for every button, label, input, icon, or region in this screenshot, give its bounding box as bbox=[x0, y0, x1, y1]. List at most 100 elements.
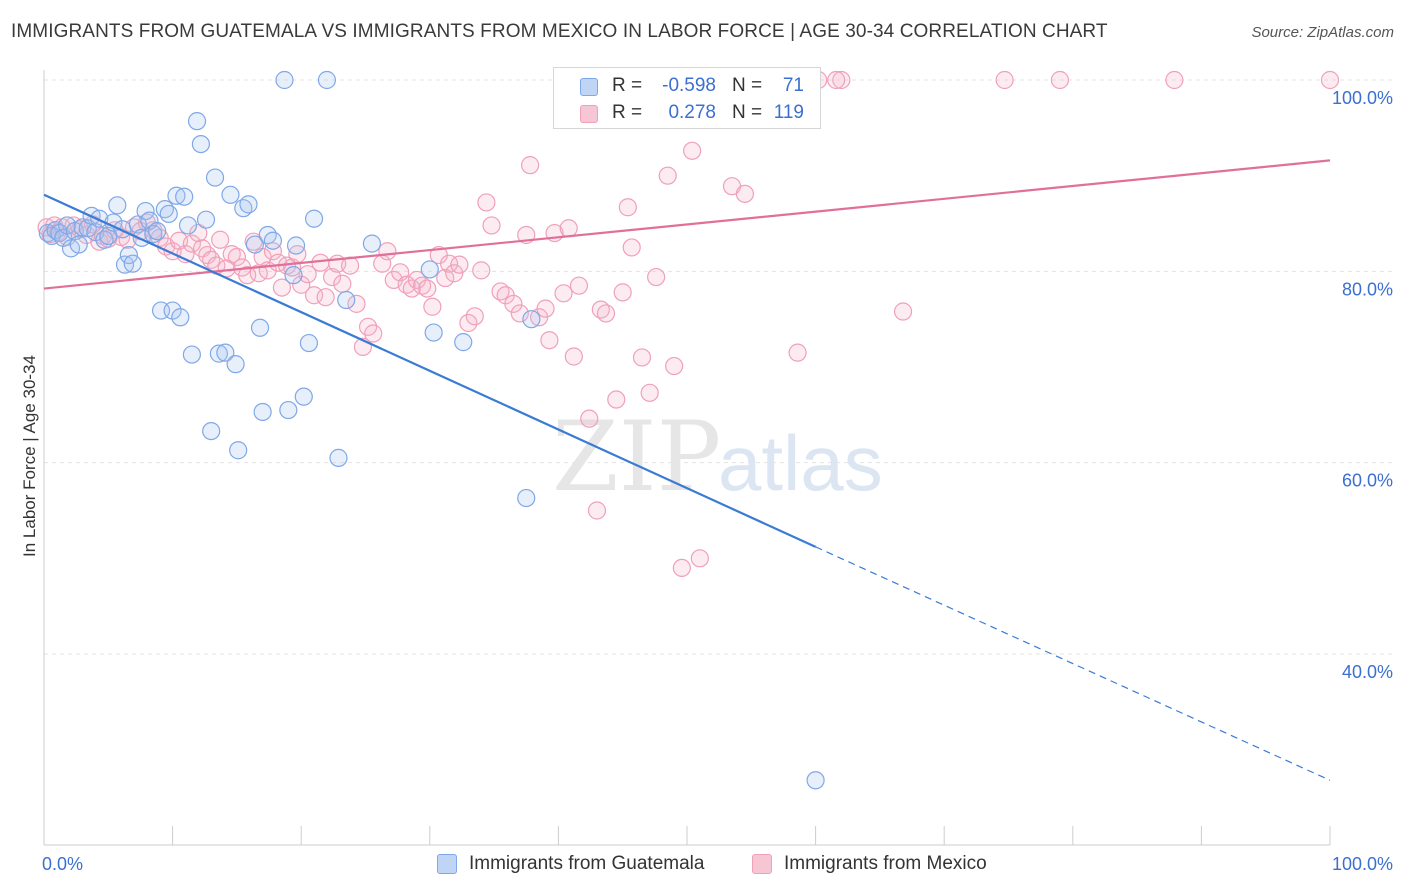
legend-label-mexico: Immigrants from Mexico bbox=[784, 853, 987, 874]
point-mexico bbox=[658, 166, 677, 185]
point-mexico bbox=[521, 156, 540, 175]
point-mexico bbox=[472, 261, 491, 280]
point-guatemala bbox=[329, 448, 348, 467]
stats-legend: R = -0.598 N = 71 R = 0.278 N = 119 bbox=[553, 67, 821, 129]
point-mexico bbox=[1050, 70, 1070, 90]
point-mexico bbox=[832, 70, 851, 90]
point-guatemala bbox=[226, 355, 245, 374]
point-guatemala bbox=[113, 220, 132, 239]
point-mexico bbox=[540, 331, 559, 350]
point-guatemala bbox=[229, 441, 248, 460]
point-mexico bbox=[189, 223, 208, 243]
point-mexico bbox=[613, 283, 632, 302]
point-guatemala bbox=[196, 210, 216, 229]
point-mexico bbox=[580, 409, 599, 428]
point-mexico bbox=[445, 264, 464, 283]
point-mexico bbox=[436, 268, 455, 288]
trend-line-guatemala-extension bbox=[815, 546, 1331, 781]
point-mexico bbox=[402, 279, 421, 298]
point-mexico bbox=[364, 324, 383, 343]
point-guatemala bbox=[221, 185, 240, 204]
watermark: ZIP atlas bbox=[552, 401, 883, 513]
point-guatemala bbox=[279, 400, 298, 420]
point-guatemala bbox=[239, 195, 258, 214]
trend-line-guatemala bbox=[43, 193, 817, 548]
legend-row-mexico: R = 0.278 N = 119 bbox=[554, 101, 820, 127]
legend-label-guatemala: Immigrants from Guatemala bbox=[469, 853, 705, 874]
point-mexico bbox=[465, 307, 484, 326]
point-guatemala bbox=[420, 260, 439, 279]
point-mexico bbox=[238, 266, 257, 285]
legend-row-guatemala: R = -0.598 N = 71 bbox=[554, 74, 820, 100]
x-tick-label: 100.0% bbox=[1332, 854, 1393, 874]
point-mexico bbox=[1320, 70, 1340, 90]
point-guatemala bbox=[284, 266, 303, 285]
point-guatemala bbox=[275, 70, 294, 90]
point-mexico bbox=[211, 230, 230, 249]
point-guatemala bbox=[216, 343, 235, 362]
point-mexico bbox=[665, 356, 684, 376]
point-mexico bbox=[607, 390, 626, 409]
point-mexico bbox=[1165, 70, 1184, 90]
trend-lines bbox=[43, 159, 1331, 781]
point-guatemala bbox=[304, 209, 324, 228]
point-mexico bbox=[536, 299, 555, 318]
point-mexico bbox=[347, 294, 366, 313]
point-guatemala bbox=[115, 255, 135, 274]
legend-swatch-mexico bbox=[580, 105, 598, 123]
legend-n-value: 119 bbox=[773, 102, 804, 123]
point-guatemala bbox=[454, 333, 473, 352]
y-tick-label: 100.0% bbox=[1332, 88, 1393, 108]
point-mexico bbox=[482, 216, 501, 235]
point-mexico bbox=[510, 304, 529, 323]
point-mexico bbox=[311, 253, 330, 272]
point-guatemala bbox=[258, 225, 277, 245]
point-mexico bbox=[672, 558, 691, 578]
point-guatemala bbox=[191, 134, 210, 154]
watermark-atlas: atlas bbox=[718, 419, 883, 507]
point-guatemala bbox=[119, 245, 138, 265]
source-label: Source: ZipAtlas.com bbox=[1251, 24, 1394, 41]
legend-n-label: N = bbox=[732, 75, 763, 96]
point-mexico bbox=[995, 70, 1014, 90]
point-guatemala bbox=[317, 70, 337, 90]
point-mexico bbox=[632, 348, 652, 367]
point-mexico bbox=[333, 274, 352, 293]
point-guatemala bbox=[175, 187, 194, 206]
point-guatemala bbox=[253, 402, 272, 422]
point-mexico bbox=[202, 250, 221, 269]
point-guatemala bbox=[362, 234, 382, 253]
legend-swatch-guatemala bbox=[437, 854, 457, 874]
point-guatemala bbox=[167, 186, 186, 205]
points-guatemala bbox=[38, 70, 825, 790]
point-mexico bbox=[423, 297, 442, 316]
point-mexico bbox=[412, 276, 432, 295]
legend-swatch-mexico bbox=[752, 854, 772, 874]
point-mexico bbox=[647, 267, 666, 287]
point-mexico bbox=[596, 304, 616, 323]
legend-r-label: R = bbox=[612, 75, 643, 96]
legend-n-value: 71 bbox=[782, 75, 804, 96]
point-guatemala bbox=[148, 222, 167, 241]
point-mexico bbox=[450, 255, 469, 274]
legend-r-value: -0.598 bbox=[662, 75, 716, 96]
point-guatemala bbox=[171, 308, 190, 327]
point-guatemala bbox=[250, 318, 270, 337]
legend-swatch-guatemala bbox=[580, 78, 598, 96]
point-guatemala bbox=[205, 168, 225, 187]
legend-n-label: N = bbox=[732, 102, 763, 123]
point-guatemala bbox=[69, 235, 88, 254]
point-guatemala bbox=[209, 344, 228, 363]
point-mexico bbox=[477, 193, 496, 212]
point-guatemala bbox=[159, 204, 178, 224]
point-mexico bbox=[182, 234, 201, 253]
point-mexico bbox=[316, 288, 335, 307]
point-mexico bbox=[640, 383, 659, 402]
point-guatemala bbox=[187, 112, 207, 131]
point-mexico bbox=[564, 347, 583, 366]
point-mexico bbox=[292, 275, 311, 294]
point-mexico bbox=[569, 276, 589, 295]
legend-r-label: R = bbox=[612, 102, 643, 123]
point-mexico bbox=[459, 313, 478, 333]
